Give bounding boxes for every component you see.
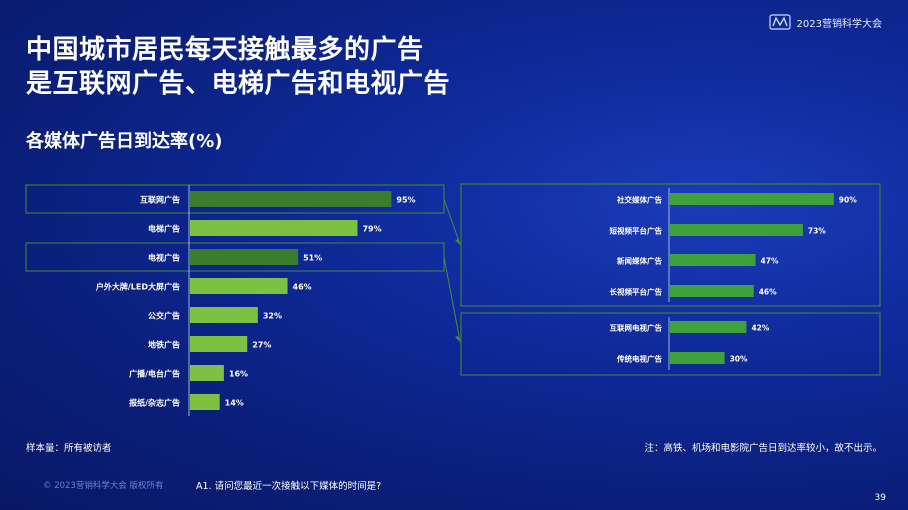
main-value-label: 51% [303, 254, 322, 263]
main-value-label: 32% [263, 312, 282, 321]
footnote: 注：高铁、机场和电影院广告日到达率较小，故不出示。 [644, 443, 882, 454]
internet-value-label: 47% [761, 257, 779, 266]
main-category-label: 户外大牌/LED大屏广告 [96, 282, 180, 292]
copyright: © 2023营销科学大会 版权所有 [43, 481, 164, 491]
main-category-label: 地铁广告 [148, 340, 180, 350]
chart-subtitle: 各媒体广告日到达率(%) [26, 131, 223, 152]
internet-value-label: 73% [808, 227, 826, 236]
breakdown-frame-tv [460, 312, 881, 376]
main-bar [190, 336, 248, 352]
main-value-label: 79% [362, 225, 381, 234]
conference-logo-icon [768, 14, 791, 30]
internet-value-label: 90% [839, 196, 857, 205]
internet-category-label: 长视频平台广告 [610, 287, 663, 297]
main-bar [190, 220, 358, 236]
title-line-1: 中国城市居民每天接触最多的广告 [26, 35, 424, 65]
title-line-2: 是互联网广告、电梯广告和电视广告 [26, 69, 451, 99]
main-bar [190, 307, 258, 323]
main-bar [190, 365, 224, 381]
internet-bar [670, 193, 834, 205]
main-value-label: 95% [396, 196, 415, 205]
connector-tv [443, 256, 461, 342]
main-category-label: 公交广告 [148, 311, 180, 321]
tv-bar [670, 352, 725, 364]
main-value-label: 46% [293, 283, 312, 292]
tv-bar [670, 321, 747, 333]
internet-bar [670, 224, 803, 236]
tv-value-label: 42% [751, 324, 769, 333]
internet-category-label: 新闻媒体广告 [617, 256, 662, 266]
main-category-label: 电梯广告 [148, 224, 180, 234]
page-title: 中国城市居民每天接触最多的广告 是互联网广告、电梯广告和电视广告 [26, 33, 450, 101]
connector-arrow-tv [455, 336, 461, 343]
page-number: 39 [874, 493, 886, 503]
tv-category-label: 传统电视广告 [616, 354, 662, 364]
main-value-label: 14% [225, 399, 244, 408]
main-category-label: 电视广告 [148, 253, 180, 263]
main-value-label: 27% [252, 341, 271, 350]
main-bar [190, 394, 220, 410]
connector-internet [443, 198, 461, 245]
internet-bar [670, 254, 756, 266]
main-bar [190, 249, 299, 265]
brand: 2023营销科学大会 [768, 14, 882, 30]
internet-category-label: 社交媒体广告 [616, 195, 662, 205]
brand-name: 2023营销科学大会 [796, 18, 882, 30]
connector-arrow-internet [455, 239, 461, 246]
main-bar [190, 191, 392, 207]
tv-category-label: 互联网电视广告 [610, 323, 663, 333]
tv-value-label: 30% [730, 355, 748, 364]
main-category-label: 广播/电台广告 [129, 369, 180, 379]
internet-value-label: 46% [759, 288, 777, 297]
main-value-label: 16% [229, 370, 248, 379]
main-bar [190, 278, 288, 294]
main-category-label: 互联网广告 [140, 195, 180, 205]
main-category-label: 报纸/杂志广告 [129, 398, 180, 408]
sample-note: 样本量：所有被访者 [26, 443, 112, 454]
breakdown-frame-internet [460, 183, 881, 307]
internet-bar [670, 285, 754, 297]
internet-category-label: 短视频平台广告 [610, 226, 663, 236]
survey-question: A1. 请问您最近一次接触以下媒体的时间是? [196, 481, 382, 492]
